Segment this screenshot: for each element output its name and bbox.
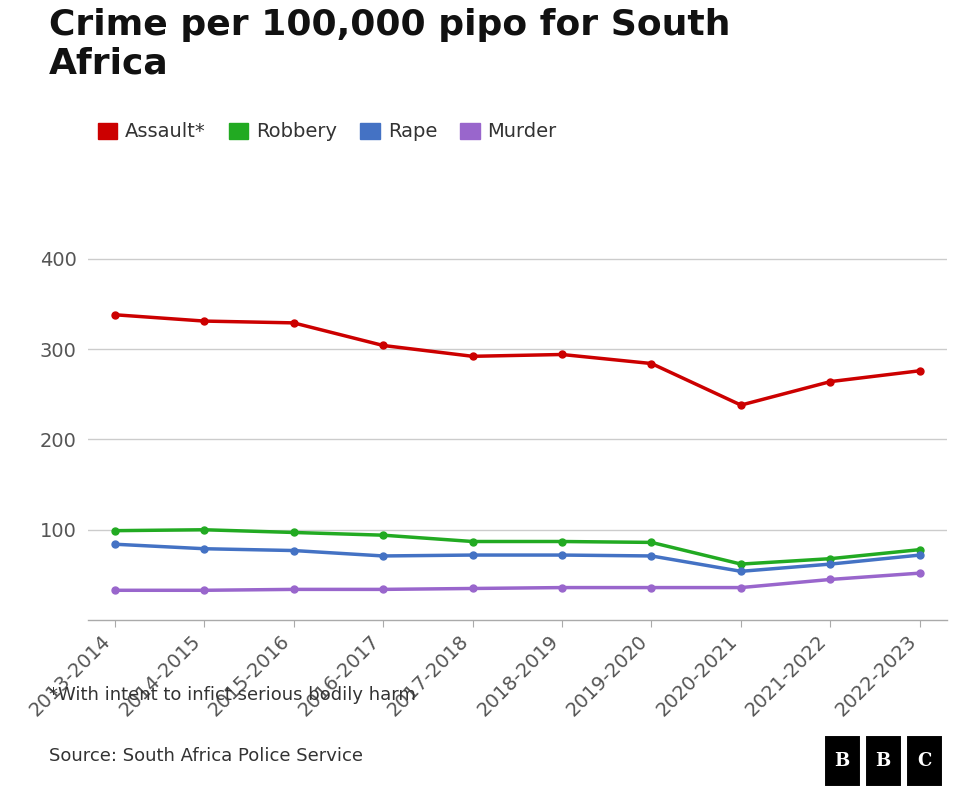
Text: *With intent to infict serious bodily harm: *With intent to infict serious bodily ha… xyxy=(49,685,416,704)
Text: Source: South Africa Police Service: Source: South Africa Police Service xyxy=(49,747,363,765)
Text: B: B xyxy=(834,752,850,770)
Text: Crime per 100,000 pipo for South
Africa: Crime per 100,000 pipo for South Africa xyxy=(49,8,730,80)
Legend: Assault*, Robbery, Rape, Murder: Assault*, Robbery, Rape, Murder xyxy=(98,122,557,142)
Text: C: C xyxy=(917,752,931,770)
Text: B: B xyxy=(875,752,891,770)
